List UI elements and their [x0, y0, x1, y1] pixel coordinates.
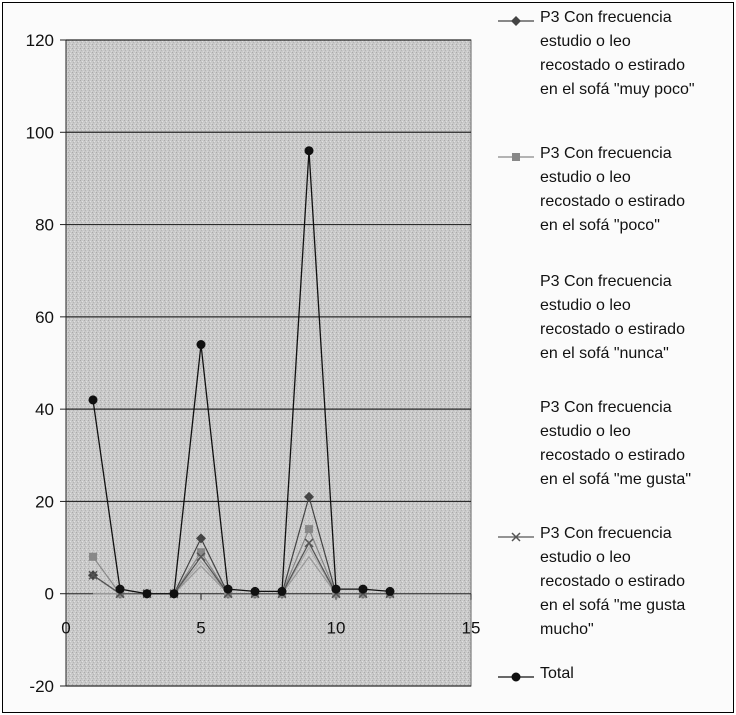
data-point — [304, 538, 314, 548]
legend-label: P3 Con frecuencia estudio o leo recostad… — [540, 145, 685, 234]
x-tick-label: 5 — [196, 619, 205, 638]
line-chart: -20 0 20 40 60 80 100 120 0 5 10 15 — [26, 31, 481, 696]
series-layer — [88, 146, 395, 599]
data-point — [169, 589, 179, 599]
legend-label: P3 Con frecuencia estudio o leo recostad… — [540, 399, 691, 488]
gridlines — [66, 39, 471, 687]
data-point — [196, 552, 206, 562]
y-tick-label: 120 — [26, 31, 54, 50]
y-tick-label: 40 — [35, 400, 54, 419]
y-tick-label: 80 — [35, 216, 54, 235]
legend-label: P3 Con frecuencia estudio o leo recostad… — [540, 525, 686, 638]
data-point — [88, 570, 98, 580]
data-point — [196, 533, 206, 544]
y-axis-ticks: -20 0 20 40 60 80 100 120 — [26, 31, 66, 696]
plot-area — [65, 39, 472, 687]
legend-label: P3 Con frecuencia estudio o leo recostad… — [540, 273, 685, 362]
legend-key-marker — [511, 16, 521, 26]
data-point — [304, 491, 314, 502]
y-tick-label: 0 — [45, 585, 54, 604]
y-tick-label: 60 — [35, 308, 54, 327]
data-point — [305, 525, 313, 534]
x-tick-label: 15 — [462, 619, 481, 638]
data-point — [115, 584, 125, 594]
legend-key-marker — [511, 532, 521, 542]
data-point — [197, 548, 205, 557]
data-point — [223, 584, 233, 594]
y-tick-label: -20 — [29, 677, 54, 696]
legend-label: P3 Con frecuencia estudio o leo recostad… — [540, 9, 695, 98]
data-point — [358, 584, 368, 594]
y-tick-label: 100 — [26, 123, 54, 142]
x-axis-ticks: 0 5 10 15 — [61, 593, 481, 638]
x-tick-label: 10 — [327, 619, 346, 638]
data-point — [331, 584, 341, 594]
y-tick-label: 20 — [35, 492, 54, 511]
data-point — [89, 552, 97, 561]
legend-key — [498, 280, 534, 290]
data-point — [88, 395, 98, 405]
legend-key — [498, 16, 534, 26]
series-5 — [88, 146, 395, 599]
legend-key — [498, 406, 534, 416]
data-point — [250, 586, 260, 596]
data-point — [142, 589, 152, 599]
data-point — [304, 146, 314, 156]
data-point — [277, 586, 287, 596]
legend-key — [498, 532, 534, 542]
legend-key-marker — [512, 153, 520, 161]
legend-key-marker — [511, 672, 521, 682]
legend: P3 Con frecuencia estudio o leo recostad… — [490, 0, 735, 715]
legend-label: Total — [540, 665, 574, 682]
data-point — [385, 586, 395, 596]
legend-key — [498, 672, 534, 682]
x-tick-label: 0 — [61, 619, 70, 638]
data-point — [196, 340, 206, 350]
legend-key — [498, 153, 534, 161]
